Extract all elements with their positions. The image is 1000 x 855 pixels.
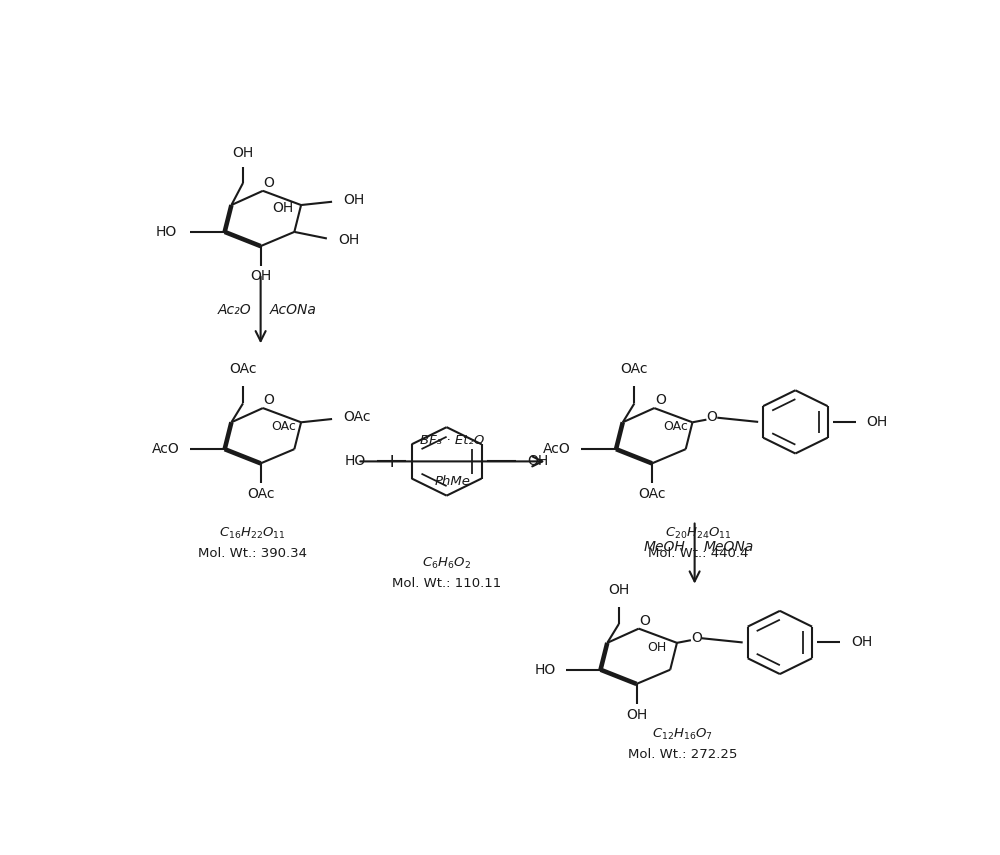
Text: OH: OH	[608, 583, 630, 597]
Text: OAc: OAc	[663, 420, 688, 433]
Text: Mol. Wt.: 110.11: Mol. Wt.: 110.11	[392, 576, 501, 590]
Text: OAc: OAc	[638, 487, 666, 501]
Text: MeONa: MeONa	[704, 540, 754, 554]
Text: OAc: OAc	[229, 363, 257, 376]
Text: O: O	[264, 176, 275, 190]
Text: OAc: OAc	[344, 410, 371, 424]
Text: OH: OH	[344, 192, 365, 207]
Text: OH: OH	[232, 145, 254, 160]
Text: OH: OH	[339, 233, 360, 247]
Text: AcONa: AcONa	[270, 303, 317, 317]
Text: O: O	[691, 631, 702, 645]
Text: $C_{12}H_{16}O_{7}$: $C_{12}H_{16}O_{7}$	[652, 727, 714, 742]
Text: $C_{16}H_{22}O_{11}$: $C_{16}H_{22}O_{11}$	[219, 527, 286, 541]
Text: OAc: OAc	[247, 487, 274, 501]
Text: OH: OH	[867, 415, 888, 429]
Text: Ac₂O: Ac₂O	[218, 303, 251, 317]
Text: Mol. Wt.: 390.34: Mol. Wt.: 390.34	[198, 547, 307, 560]
Text: O: O	[706, 410, 717, 424]
Text: AcO: AcO	[152, 442, 180, 457]
Text: OH: OH	[647, 640, 667, 653]
Text: +: +	[384, 452, 401, 471]
Text: $C_{20}H_{24}O_{11}$: $C_{20}H_{24}O_{11}$	[665, 527, 732, 541]
Text: HO: HO	[345, 454, 366, 469]
Text: O: O	[655, 393, 666, 407]
Text: OAc: OAc	[271, 420, 296, 433]
Text: O: O	[264, 393, 275, 407]
Text: OAc: OAc	[621, 363, 648, 376]
Text: HO: HO	[155, 225, 177, 239]
Text: OH: OH	[250, 268, 271, 283]
Text: MeOH: MeOH	[644, 540, 685, 554]
Text: PhMe: PhMe	[434, 475, 470, 487]
Text: Mol. Wt.: 272.25: Mol. Wt.: 272.25	[628, 748, 738, 761]
Text: $C_{6}H_{6}O_{2}$: $C_{6}H_{6}O_{2}$	[422, 556, 471, 571]
Text: OH: OH	[272, 201, 294, 215]
Text: AcO: AcO	[543, 442, 571, 457]
Text: BF₃ · Et₂O: BF₃ · Et₂O	[420, 433, 485, 447]
Text: OH: OH	[527, 454, 548, 469]
Text: O: O	[640, 614, 650, 628]
Text: OH: OH	[851, 635, 872, 650]
Text: OH: OH	[626, 708, 647, 722]
Text: HO: HO	[534, 663, 556, 676]
Text: Mol. Wt.: 440.4: Mol. Wt.: 440.4	[648, 547, 749, 560]
